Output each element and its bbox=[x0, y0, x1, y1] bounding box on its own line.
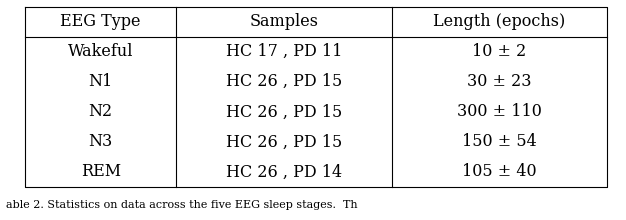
Text: 10 ± 2: 10 ± 2 bbox=[473, 43, 526, 60]
Text: EEG Type: EEG Type bbox=[61, 13, 141, 30]
Text: able 2. Statistics on data across the five EEG sleep stages.  Th: able 2. Statistics on data across the fi… bbox=[6, 200, 358, 210]
Text: 105 ± 40: 105 ± 40 bbox=[462, 163, 537, 180]
Text: HC 26 , PD 15: HC 26 , PD 15 bbox=[226, 73, 342, 90]
Text: HC 17 , PD 11: HC 17 , PD 11 bbox=[226, 43, 342, 60]
Text: HC 26 , PD 15: HC 26 , PD 15 bbox=[226, 103, 342, 120]
Text: Length (epochs): Length (epochs) bbox=[433, 13, 566, 30]
Text: Wakeful: Wakeful bbox=[68, 43, 133, 60]
Text: 300 ± 110: 300 ± 110 bbox=[457, 103, 542, 120]
Text: REM: REM bbox=[81, 163, 121, 180]
Text: N1: N1 bbox=[89, 73, 113, 90]
Text: HC 26 , PD 14: HC 26 , PD 14 bbox=[226, 163, 342, 180]
Text: N2: N2 bbox=[89, 103, 113, 120]
Text: 30 ± 23: 30 ± 23 bbox=[467, 73, 531, 90]
Text: N3: N3 bbox=[89, 133, 113, 150]
Text: 150 ± 54: 150 ± 54 bbox=[462, 133, 537, 150]
Text: Samples: Samples bbox=[250, 13, 319, 30]
Text: HC 26 , PD 15: HC 26 , PD 15 bbox=[226, 133, 342, 150]
